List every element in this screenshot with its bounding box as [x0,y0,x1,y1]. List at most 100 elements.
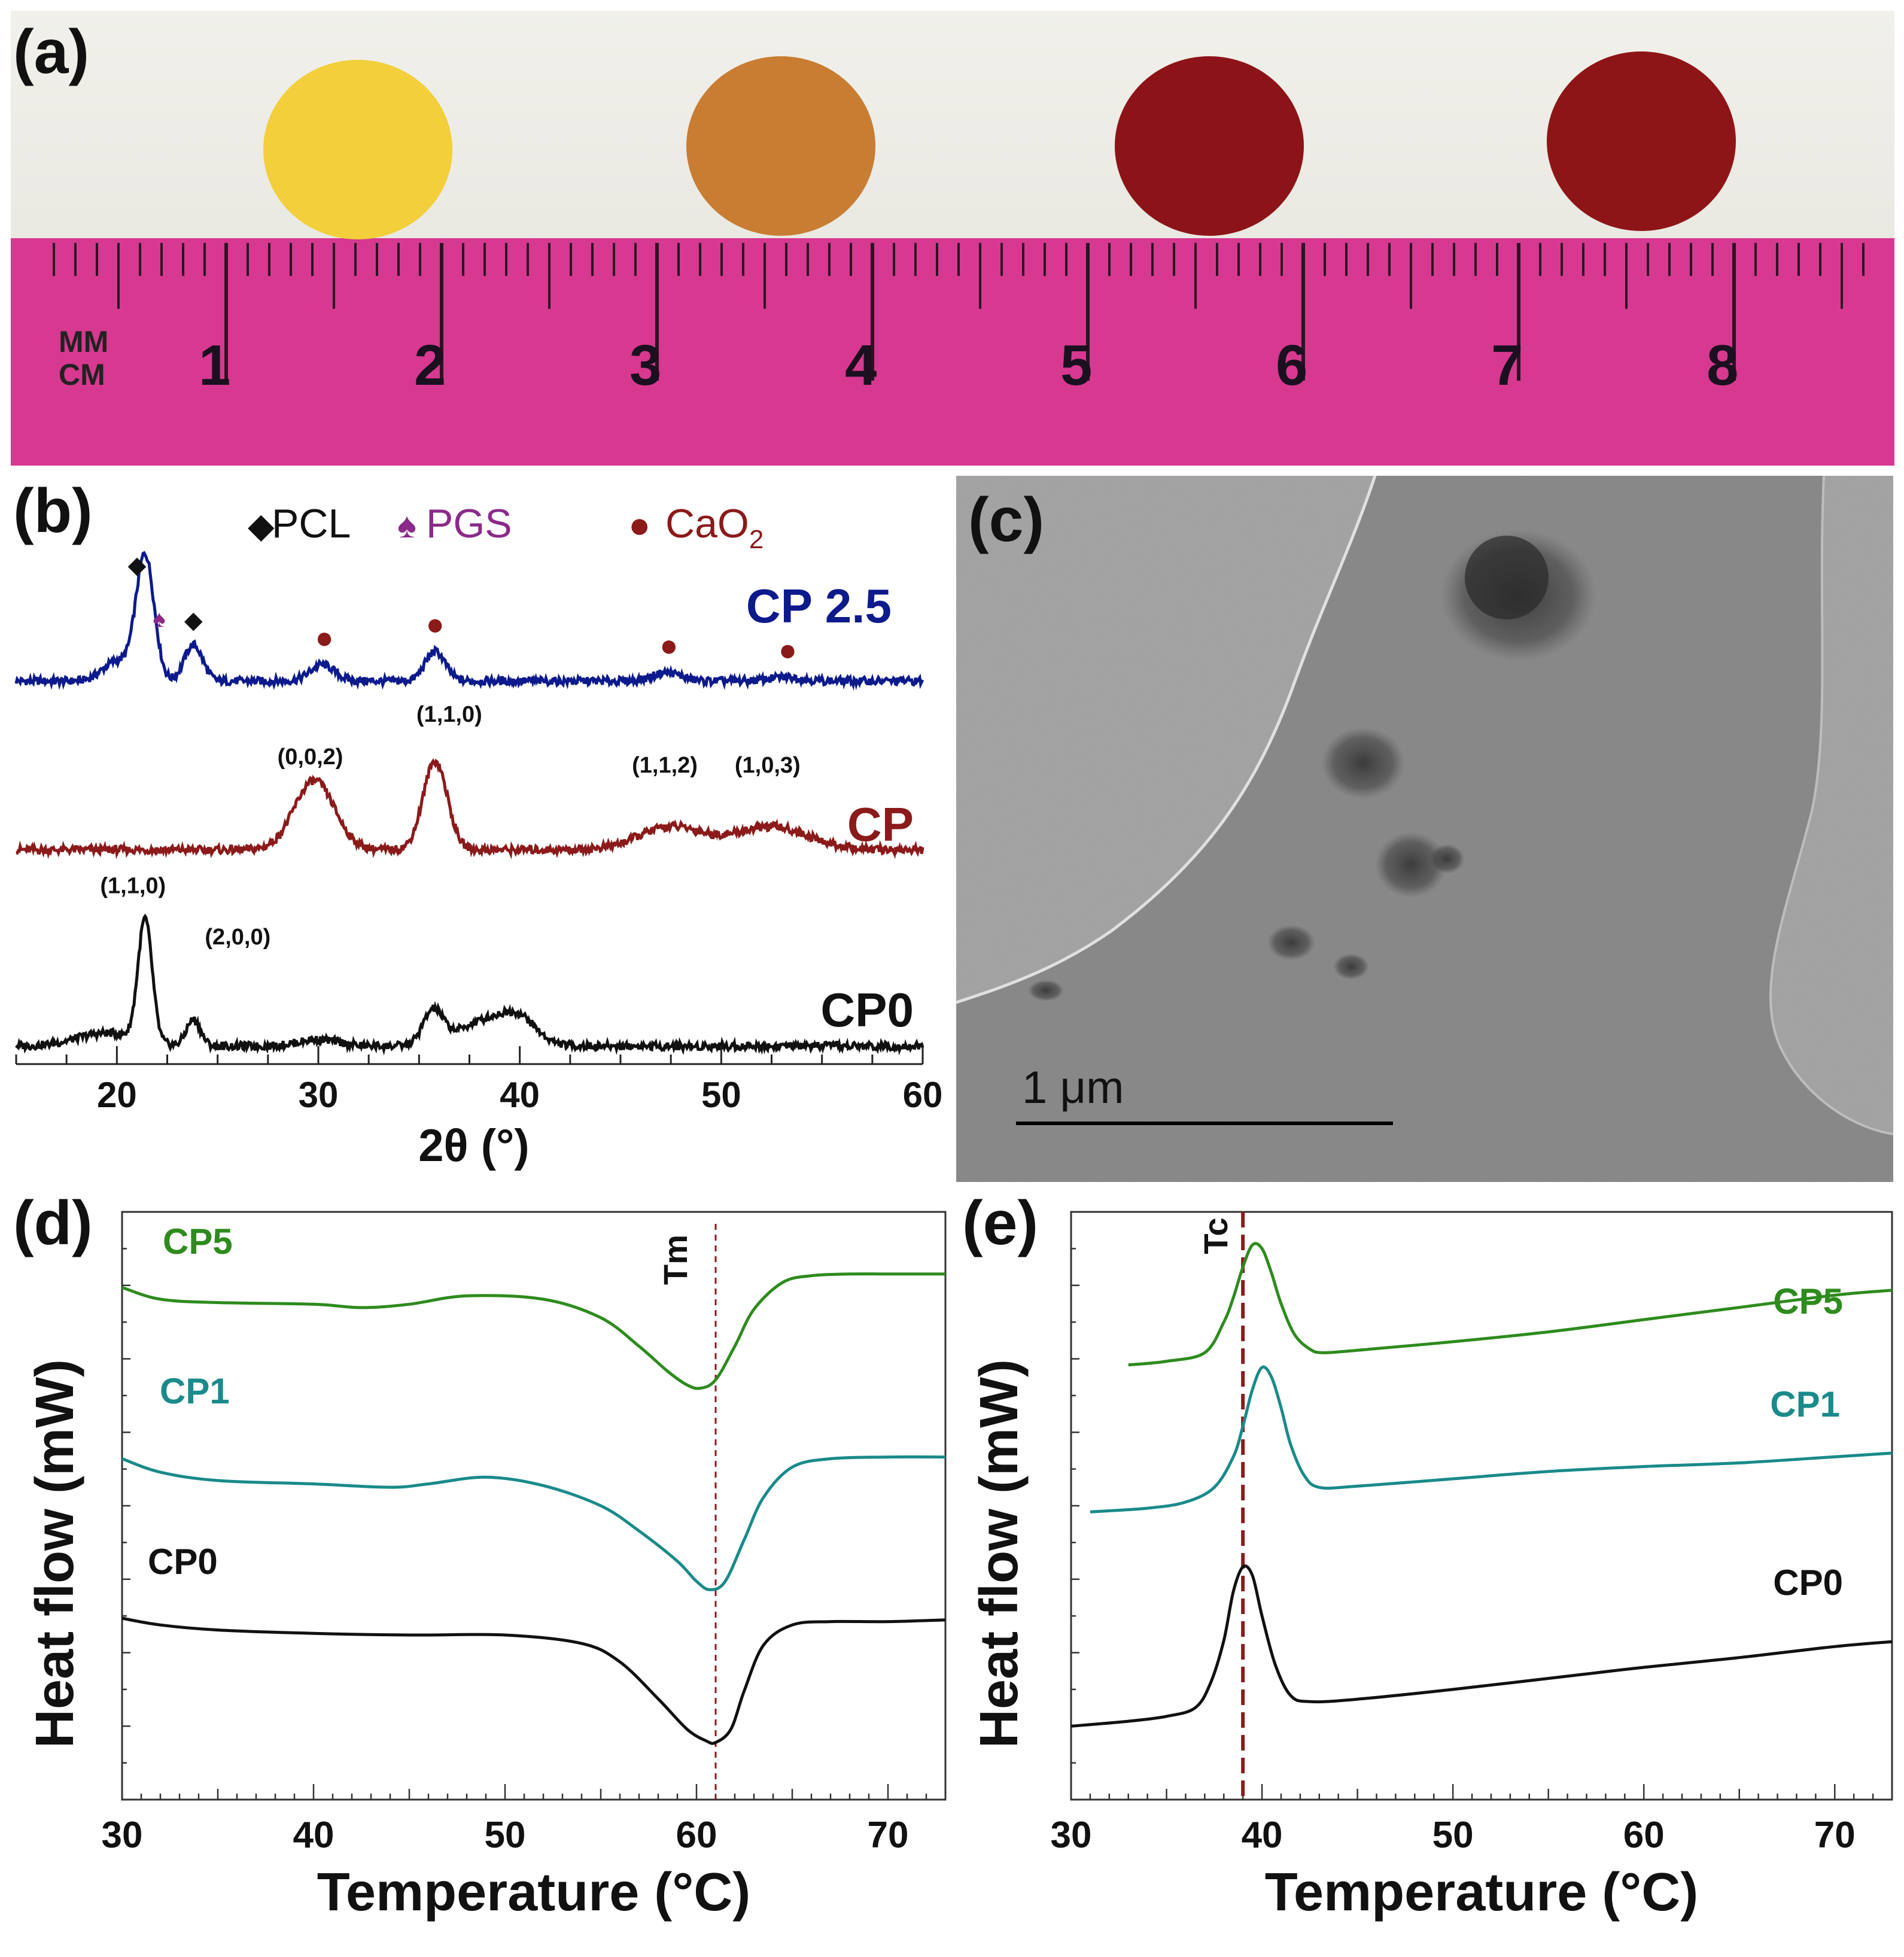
dsc-series-label: CP5 [163,1221,233,1262]
dsc-series-line [1128,1242,1893,1367]
dsc-series-line [121,1272,945,1390]
dsc-plot-frame [1070,1211,1893,1801]
ruler-number: 5 [1060,333,1092,397]
tem-particle-core [1465,536,1549,619]
dsc-x-tick-label: 60 [1623,1815,1665,1856]
ruler-number: 2 [414,333,446,397]
xrd-series-label: CP [847,798,914,851]
tem-particle-7 [1333,953,1369,980]
legend-cao2-symbol: ● [628,505,650,546]
ruler-unit-mm: MM [59,325,108,358]
xrd-peak-marker-pgs: ♠ [153,606,165,632]
xrd-x-tick-label: 50 [701,1075,741,1115]
xrd-peak-marker-cao2: ● [778,633,797,667]
panel-label-a: (a) [13,17,90,87]
dsc-x-tick-label: 30 [102,1815,143,1856]
legend-pgs-label: PGS [426,501,512,546]
dsc-x-tick-label: 50 [485,1815,526,1856]
dsc-series-label: CP5 [1773,1281,1843,1321]
xrd-peak-marker-cao2: ● [426,607,445,642]
dsc-reference-label: Tm [656,1235,694,1285]
dsc-cooling-chart: 30 40 50 60 70 Temperature (°C) Heat flow (mW)… [969,1211,1893,1922]
dsc-reference-label: Tc [1197,1217,1234,1254]
ruler-number: 4 [845,333,877,397]
tem-image: 1 μm [956,475,1894,1182]
dsc-series-line [1090,1365,1893,1514]
xrd-miller-index: (1,0,3) [735,753,801,778]
dsc-x-tick-label: 70 [868,1815,909,1856]
xrd-peak-marker-cao2: ● [659,628,678,663]
legend-pcl-label: PCL [272,501,351,546]
disc-dark-red-1 [1115,56,1304,236]
xrd-x-tick-label: 60 [903,1075,943,1115]
xrd-series-line [15,913,924,1056]
tem-particle-4 [1429,844,1465,874]
panel-label-b: (b) [13,476,93,546]
ruler-number: 6 [1276,333,1307,397]
dsc-x-axis-label: Temperature (°C) [317,1862,750,1922]
dsc-heating-panel: 30 40 50 60 70 Temperature (°C) Heat flow (mW)… [13,1188,959,1954]
xrd-x-axis-label: 2θ (°) [418,1120,529,1171]
xrd-panel: 20 30 40 50 60 2θ (°) ◆ PCL ♠ PGS ● CaO2 CP … [13,473,959,1185]
tem-particle-3 [1375,832,1447,898]
dsc-heating-chart: 30 40 50 60 70 Temperature (°C) Heat flow (mW)… [25,1211,947,1922]
ruler [11,238,1894,466]
photo-image: 1 2 3 4 5 6 7 8 MM CM [11,11,1894,466]
xrd-series-line [16,758,924,860]
xrd-miller-index: (2,0,0) [205,925,270,950]
ruler-number: 8 [1707,333,1738,397]
dsc-x-axis-label: Temperature (°C) [1265,1862,1698,1922]
xrd-peak-marker-pcl: ◆ [128,552,147,578]
dsc-series-label: CP1 [1770,1384,1840,1424]
xrd-peak-marker-cao2: ● [315,621,333,655]
disc-yellow [263,60,452,239]
ruler-number: 3 [629,333,661,397]
dsc-y-axis-label: Heat flow (mW) [25,1359,85,1748]
tem-panel: 1 μm (c) [956,475,1894,1182]
tem-particle-2 [1321,727,1405,799]
dsc-series-label: CP0 [148,1542,218,1582]
xrd-miller-index: (1,1,2) [632,753,698,778]
disc-orange [686,56,875,236]
dsc-y-axis-label: Heat flow (mW) [969,1359,1029,1748]
xrd-miller-index: (1,1,0) [100,874,166,899]
ruler-numbers: 1 2 3 4 5 6 7 8 [199,333,1738,397]
xrd-peak-marker-pcl: ◆ [184,607,203,633]
tem-particle-6 [1028,980,1064,1001]
dsc-cooling-panel: 30 40 50 60 70 Temperature (°C) Heat flow (mW)… [957,1188,1897,1954]
dsc-series-line [1070,1564,1893,1728]
xrd-x-tick-label: 20 [97,1075,137,1115]
disc-dark-red-2 [1547,51,1736,231]
legend-cao2-label: CaO2 [665,501,764,554]
dsc-series-line [121,1616,946,1745]
xrd-miller-index: (0,0,2) [278,744,343,770]
xrd-series-line [14,551,924,691]
xrd-miller-index: (1,1,0) [416,702,482,727]
photo-panel: 1 2 3 4 5 6 7 8 MM CM (a) [11,11,1894,466]
dsc-x-tick-label: 40 [1242,1815,1283,1856]
dsc-series-label: CP0 [1773,1563,1843,1603]
dsc-x-tick-label: 60 [676,1815,717,1856]
tem-particle-5 [1267,925,1315,961]
dsc-x-tick-label: 70 [1814,1815,1856,1856]
legend-pgs-symbol: ♠ [397,505,416,545]
dsc-plot-frame [121,1211,947,1801]
ruler-number: 1 [199,333,230,397]
dsc-x-tick-label: 30 [1051,1815,1092,1856]
xrd-series-label: CP0 [820,983,914,1037]
dsc-x-tick-label: 50 [1432,1815,1474,1856]
legend-pcl-symbol: ◆ [248,506,275,545]
ruler-unit-cm: CM [59,358,105,391]
ruler-number: 7 [1491,333,1523,397]
xrd-chart: 20 30 40 50 60 2θ (°) ◆ PCL ♠ PGS ● CaO2 CP … [14,501,943,1171]
xrd-x-tick-label: 30 [299,1075,339,1115]
panel-label-c: (c) [968,485,1045,555]
xrd-series-label: CP 2.5 [746,579,892,633]
panel-label-e: (e) [962,1189,1039,1258]
scale-bar-label: 1 μm [1022,1062,1124,1113]
dsc-series-label: CP1 [160,1371,230,1411]
xrd-x-tick-label: 40 [500,1075,540,1115]
panel-label-d: (d) [13,1189,93,1258]
ruler-ticks [53,243,1865,381]
dsc-series-line [121,1455,946,1591]
